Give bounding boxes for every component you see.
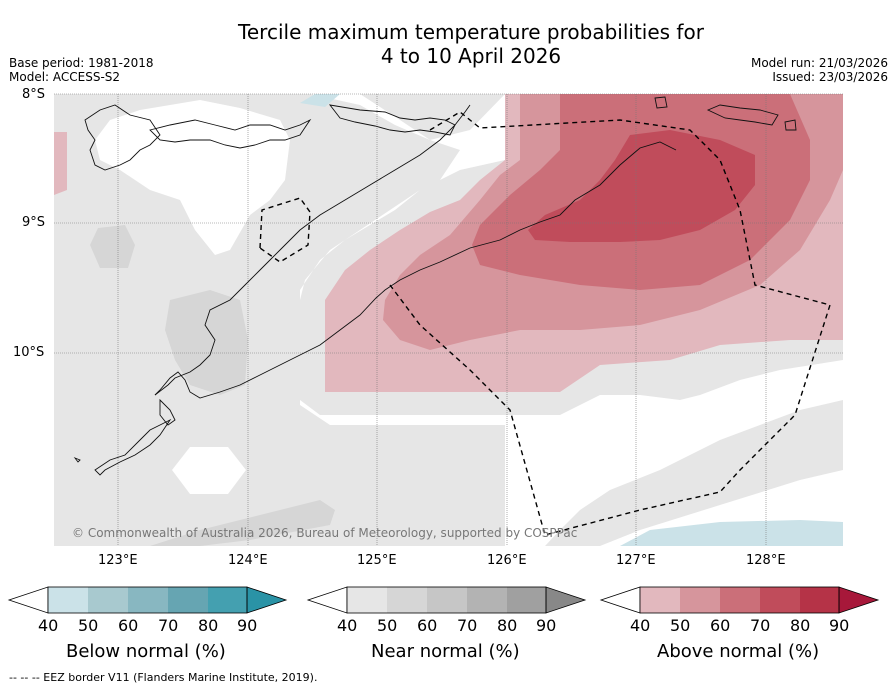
colorbar-tick: 80 — [790, 616, 811, 635]
colorbar-above-label: Above normal (%) — [657, 641, 820, 662]
colorbar-tick: 90 — [829, 616, 850, 635]
lon-label: 126°E — [487, 553, 527, 568]
title-line-2: 4 to 10 April 2026 — [380, 44, 562, 68]
map-area — [54, 93, 843, 546]
copyright-text: © Commonwealth of Australia 2026, Bureau… — [72, 526, 578, 540]
colorbar-tick: 40 — [630, 616, 651, 635]
near-normal-50-patch — [150, 500, 335, 546]
colorbar-tick: 90 — [536, 616, 557, 635]
meta-left: Base period: 1981-2018 Model: ACCESS-S2 — [9, 56, 154, 84]
eez-footnote: -- -- -- EEZ border V11 (Flanders Marine… — [9, 671, 318, 684]
colorbar-below-bin — [88, 587, 128, 613]
colorbar-tick: 40 — [337, 616, 358, 635]
below-normal-40-patch — [620, 520, 843, 546]
colorbar-above-bin — [760, 587, 800, 613]
colorbar-near-upper-arrow — [545, 586, 587, 614]
meta-right: Model run: 21/03/2026 Issued: 23/03/2026 — [751, 56, 888, 84]
lon-label: 124°E — [228, 553, 268, 568]
near-normal-50-patch — [165, 290, 248, 395]
colorbar-below-bin — [168, 587, 208, 613]
colorbar-tick: 60 — [118, 616, 139, 635]
colorbar-above-bin — [680, 587, 720, 613]
issued-date: Issued: 23/03/2026 — [772, 70, 888, 84]
colorbar-below-bin — [128, 587, 168, 613]
base-period: Base period: 1981-2018 — [9, 56, 154, 70]
colorbar-tick: 70 — [750, 616, 771, 635]
colorbar-below-lower-arrow — [7, 586, 49, 614]
lon-label: 125°E — [357, 553, 397, 568]
colorbar-near-bin — [467, 587, 507, 613]
model-name: Model: ACCESS-S2 — [9, 70, 121, 84]
colorbar-above-upper-arrow — [838, 586, 880, 614]
colorbar-tick: 90 — [237, 616, 258, 635]
colorbar-below-upper-arrow — [246, 586, 288, 614]
lat-label: 10°S — [13, 345, 45, 360]
colorbar-near-lower-arrow — [306, 586, 348, 614]
colorbar-near — [306, 586, 587, 614]
chart-title: Tercile maximum temperature probabilitie… — [0, 20, 896, 68]
eez-border — [259, 197, 311, 263]
colorbar-tick: 60 — [710, 616, 731, 635]
colorbar-near-label: Near normal (%) — [371, 641, 520, 662]
colorbar-tick: 50 — [78, 616, 99, 635]
near-normal-50-patch — [90, 225, 135, 268]
colorbar-below-bin — [48, 587, 88, 613]
lon-label: 123°E — [98, 553, 138, 568]
title-line-1: Tercile maximum temperature probabilitie… — [238, 20, 704, 44]
white-patch — [172, 447, 246, 494]
white-region — [95, 100, 290, 255]
colorbar-tick: 40 — [38, 616, 59, 635]
graticule — [54, 93, 843, 546]
colorbar-below — [7, 586, 288, 614]
white-band — [300, 94, 843, 546]
lat-label: 8°S — [22, 87, 46, 102]
colorbar-tick: 70 — [158, 616, 179, 635]
colorbar-tick: 50 — [670, 616, 691, 635]
colorbar-above-bin — [720, 587, 760, 613]
eez-border — [389, 111, 831, 536]
colorbar-near-bin — [507, 587, 546, 613]
colorbar-near-bin — [427, 587, 467, 613]
colorbar-tick: 70 — [457, 616, 478, 635]
colorbar-below-bin — [208, 587, 247, 613]
below-normal-40-patch — [300, 94, 340, 107]
lat-label: 9°S — [22, 215, 46, 230]
colorbar-above — [599, 586, 880, 614]
colorbar-tick: 50 — [377, 616, 398, 635]
colorbar-above-bin — [640, 587, 680, 613]
colorbar-above-bin — [800, 587, 839, 613]
above-normal-40-patch — [54, 132, 67, 195]
colorbar-near-bin — [387, 587, 427, 613]
lon-label: 128°E — [746, 553, 786, 568]
colorbar-tick: 80 — [497, 616, 518, 635]
model-run: Model run: 21/03/2026 — [750, 56, 888, 70]
lon-label: 127°E — [616, 553, 656, 568]
colorbar-near-bin — [347, 587, 387, 613]
colorbar-below-label: Below normal (%) — [66, 641, 226, 662]
colorbar-above-lower-arrow — [599, 586, 641, 614]
above-normal-70-region — [528, 130, 755, 242]
colorbar-tick: 60 — [417, 616, 438, 635]
colorbar-tick: 80 — [198, 616, 219, 635]
coastline — [73, 96, 797, 476]
